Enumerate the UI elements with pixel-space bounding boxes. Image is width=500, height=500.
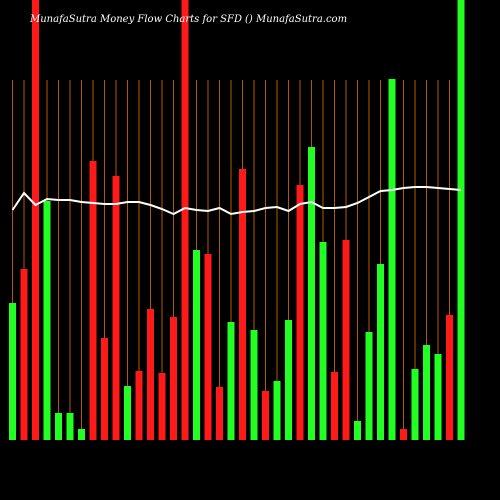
bar [250, 330, 258, 440]
chart-title: MunafaSutra Money Flow Charts for SFD [29, 14, 242, 25]
bar [181, 0, 189, 440]
bar [296, 185, 304, 440]
bar [9, 303, 16, 440]
bar [388, 79, 396, 440]
chart-subtitle: () MunafaSutra.com [245, 14, 347, 25]
bar [216, 387, 223, 440]
bar [124, 386, 131, 440]
bar [400, 429, 407, 440]
bar [227, 322, 235, 440]
bar [193, 250, 200, 440]
bar [342, 240, 350, 440]
bar [354, 421, 361, 440]
bar [66, 413, 74, 440]
bar [78, 429, 85, 440]
lines [11, 186, 462, 216]
bar [319, 242, 327, 440]
bars [9, 0, 465, 440]
bar [170, 317, 177, 440]
bar [20, 269, 28, 440]
bar [411, 369, 419, 440]
bar [262, 391, 269, 440]
bar [147, 309, 154, 440]
bar [365, 332, 373, 440]
bar [55, 413, 62, 440]
bar [273, 381, 281, 440]
bar [101, 338, 108, 440]
bar [239, 169, 246, 440]
bar [423, 345, 430, 440]
bar [434, 354, 442, 440]
bar [377, 264, 384, 440]
bar [135, 371, 143, 440]
bar [446, 315, 453, 440]
bar [331, 372, 338, 440]
bar [43, 201, 51, 440]
bar [285, 320, 292, 440]
bar [112, 176, 120, 440]
bar [204, 254, 212, 440]
bar [158, 373, 166, 440]
bar [308, 147, 315, 440]
bar [89, 161, 97, 440]
money-flow-line [11, 186, 462, 216]
bar [32, 0, 39, 440]
bar [457, 0, 465, 440]
